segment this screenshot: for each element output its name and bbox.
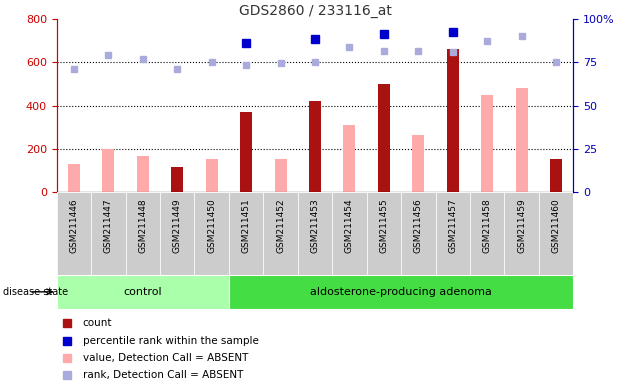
Text: rank, Detection Call = ABSENT: rank, Detection Call = ABSENT	[83, 370, 243, 380]
Bar	[332, 192, 367, 275]
Bar	[275, 159, 287, 192]
Bar	[515, 88, 528, 192]
Title: GDS2860 / 233116_at: GDS2860 / 233116_at	[239, 4, 391, 18]
Bar	[91, 192, 125, 275]
Bar	[481, 95, 493, 192]
Text: GSM211450: GSM211450	[207, 199, 216, 253]
Bar	[205, 159, 218, 192]
Text: GSM211446: GSM211446	[69, 199, 78, 253]
Bar	[137, 156, 149, 192]
Bar	[412, 135, 425, 192]
Bar	[539, 192, 573, 275]
Bar	[195, 192, 229, 275]
Bar	[435, 192, 470, 275]
Bar	[367, 192, 401, 275]
Text: GSM211453: GSM211453	[311, 199, 319, 253]
Bar	[309, 101, 321, 192]
Bar	[447, 50, 459, 192]
Bar	[57, 275, 229, 309]
Bar	[160, 192, 195, 275]
Text: GSM211460: GSM211460	[552, 199, 561, 253]
Bar	[550, 159, 562, 192]
Text: GSM211459: GSM211459	[517, 199, 526, 253]
Text: aldosterone-producing adenoma: aldosterone-producing adenoma	[310, 287, 492, 297]
Bar	[263, 192, 298, 275]
Text: GSM211449: GSM211449	[173, 199, 181, 253]
Text: value, Detection Call = ABSENT: value, Detection Call = ABSENT	[83, 353, 248, 363]
Text: GSM211448: GSM211448	[139, 199, 147, 253]
Text: GSM211456: GSM211456	[414, 199, 423, 253]
Bar	[343, 125, 355, 192]
Bar	[401, 192, 435, 275]
Text: GSM211458: GSM211458	[483, 199, 491, 253]
Text: GSM211455: GSM211455	[379, 199, 388, 253]
Text: GSM211451: GSM211451	[242, 199, 251, 253]
Bar	[240, 112, 252, 192]
Bar	[171, 167, 183, 192]
Bar	[102, 149, 115, 192]
Bar	[505, 192, 539, 275]
Bar	[229, 192, 263, 275]
Text: count: count	[83, 318, 112, 328]
Text: control: control	[123, 287, 162, 297]
Text: GSM211457: GSM211457	[449, 199, 457, 253]
Bar	[378, 84, 390, 192]
Bar	[68, 164, 80, 192]
Text: disease state: disease state	[3, 287, 68, 297]
Bar	[125, 192, 160, 275]
Bar	[57, 192, 91, 275]
Text: GSM211447: GSM211447	[104, 199, 113, 253]
Text: percentile rank within the sample: percentile rank within the sample	[83, 336, 258, 346]
Bar	[470, 192, 505, 275]
Text: GSM211454: GSM211454	[345, 199, 354, 253]
Bar	[298, 192, 332, 275]
Bar	[229, 275, 573, 309]
Text: GSM211452: GSM211452	[276, 199, 285, 253]
